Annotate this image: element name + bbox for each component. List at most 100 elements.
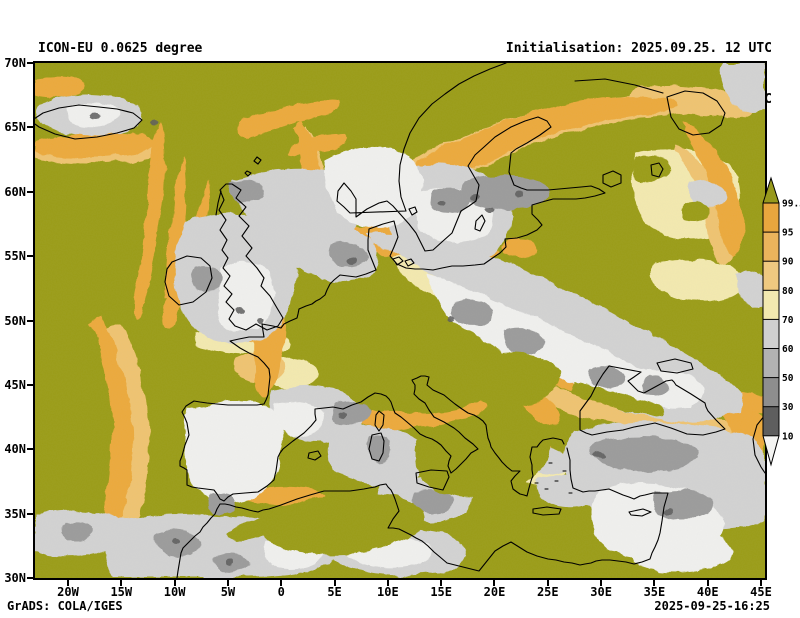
coastline-great-britain bbox=[218, 183, 284, 331]
coastline-turkey-africa bbox=[176, 447, 669, 578]
lat-tick-mark bbox=[27, 512, 34, 515]
colorbar-level-label: 99.5 bbox=[782, 199, 800, 210]
colorbar-segment bbox=[763, 319, 779, 349]
lon-tick-mark bbox=[653, 579, 656, 586]
lon-tick-label: 20W bbox=[57, 585, 79, 599]
lat-tick-label: 60N bbox=[4, 184, 26, 199]
colorbar-level-label: 80 bbox=[782, 286, 794, 297]
lon-tick-label: 5E bbox=[327, 585, 342, 599]
lat-tick-label: 40N bbox=[4, 442, 26, 457]
lake-onega bbox=[650, 162, 664, 178]
lon-tick-mark bbox=[600, 579, 603, 586]
coastline-mallorca bbox=[307, 450, 322, 461]
lon-tick-label: 0 bbox=[277, 585, 285, 599]
coastline-hebrides bbox=[215, 190, 222, 216]
lon-tick-label: 30E bbox=[590, 585, 612, 599]
coastline-sicily bbox=[415, 469, 450, 491]
lon-tick-label: 5W bbox=[220, 585, 236, 599]
lon-tick-mark bbox=[67, 579, 69, 586]
coastline-black-sea bbox=[579, 365, 726, 436]
colorbar-segment bbox=[763, 290, 779, 320]
lon-tick-label: 45E bbox=[750, 585, 772, 599]
coastline-orkney bbox=[244, 170, 252, 177]
lat-tick-mark bbox=[27, 448, 34, 451]
coastline-cyprus bbox=[628, 508, 652, 517]
coastlines bbox=[35, 63, 765, 578]
lat-tick-label: 30N bbox=[4, 571, 26, 585]
coastline-white-sea bbox=[666, 90, 726, 136]
cloud-cover-map bbox=[35, 63, 765, 578]
model-title: ICON-EU 0.0625 degree bbox=[38, 41, 203, 56]
colorbar-segment bbox=[763, 348, 779, 378]
lon-tick-label: 15W bbox=[110, 585, 133, 599]
lat-tick-label: 55N bbox=[4, 249, 26, 264]
lat-tick-mark bbox=[27, 255, 34, 258]
colorbar-level-label: 50 bbox=[782, 373, 794, 384]
noise-texture bbox=[35, 63, 765, 578]
lon-tick-mark bbox=[493, 579, 496, 586]
colorbar-level-label: 70 bbox=[782, 315, 794, 326]
colorbar-level-label: 10 bbox=[782, 431, 794, 442]
coastline-caspian-edge bbox=[752, 414, 765, 474]
lat-tick-mark bbox=[27, 62, 34, 64]
colorbar-level-label: 90 bbox=[782, 257, 794, 268]
colorbar-segment bbox=[763, 203, 779, 233]
lon-tick-mark bbox=[120, 579, 123, 586]
lon-tick-mark bbox=[706, 579, 709, 586]
coastline-sardinia bbox=[368, 432, 385, 462]
aegean-islands bbox=[534, 462, 573, 494]
coastline-europe-mainland bbox=[179, 63, 606, 502]
creation-timestamp: 2025-09-25-16:25 bbox=[654, 599, 770, 613]
grads-credit: GrADS: COLA/IGES bbox=[7, 599, 123, 613]
coastline-iceland bbox=[35, 104, 143, 140]
lon-tick-mark bbox=[440, 579, 443, 586]
lat-tick-mark bbox=[27, 190, 34, 193]
colorbar-above-max bbox=[763, 178, 779, 203]
lat-tick-mark bbox=[27, 319, 34, 322]
colorbar-level-label: 30 bbox=[782, 402, 794, 413]
lake-vanern bbox=[408, 206, 418, 216]
lat-tick-label: 45N bbox=[4, 377, 26, 392]
colorbar-segment bbox=[763, 232, 779, 262]
colorbar-below-min bbox=[763, 435, 779, 465]
colorbar-level-label: 95 bbox=[782, 228, 794, 239]
lon-tick-label: 15E bbox=[430, 585, 452, 599]
coastline-sea-of-azov bbox=[656, 358, 694, 374]
lon-tick-label: 25E bbox=[536, 585, 559, 599]
coastline-crete bbox=[532, 506, 562, 516]
coastline-ireland bbox=[164, 255, 213, 306]
colorbar-level-label: 60 bbox=[782, 344, 794, 355]
coastline-danish-isles bbox=[392, 256, 415, 267]
lake-ladoga bbox=[602, 170, 622, 188]
lat-tick-mark bbox=[27, 577, 34, 579]
lon-tick-mark bbox=[546, 579, 549, 586]
colorbar-segment bbox=[763, 261, 779, 291]
colorbar-segment bbox=[763, 406, 779, 436]
lat-tick-mark bbox=[27, 126, 34, 129]
lon-tick-label: 10E bbox=[377, 585, 399, 599]
lon-tick-mark bbox=[386, 579, 389, 586]
lat-tick-mark bbox=[27, 383, 34, 386]
lon-tick-label: 40E bbox=[696, 585, 719, 599]
lon-tick-mark bbox=[280, 579, 283, 586]
lon-tick-mark bbox=[226, 579, 229, 586]
map-frame bbox=[33, 61, 767, 580]
colorbar-segment bbox=[763, 377, 779, 407]
lon-tick-mark bbox=[173, 579, 176, 586]
coastline-gotland bbox=[474, 214, 486, 232]
lon-tick-label: 20E bbox=[483, 585, 506, 599]
lat-tick-label: 65N bbox=[4, 120, 26, 135]
lat-tick-label: 50N bbox=[4, 313, 26, 328]
lon-tick-label: 35E bbox=[643, 585, 666, 599]
coastline-barents bbox=[574, 78, 664, 94]
coastline-corsica bbox=[374, 410, 385, 432]
lon-tick-label: 10W bbox=[163, 585, 186, 599]
coastline-shetland bbox=[253, 156, 262, 165]
init-time: Initialisation: 2025.09.25. 12 UTC bbox=[505, 41, 772, 56]
colorbar-legend: 99.5 95 90 80 70 60 50 30 10 bbox=[762, 176, 800, 467]
lat-tick-label: 35N bbox=[4, 506, 26, 521]
lon-tick-mark bbox=[333, 579, 336, 586]
lon-tick-mark bbox=[760, 579, 763, 586]
lat-tick-label: 70N bbox=[4, 56, 26, 70]
